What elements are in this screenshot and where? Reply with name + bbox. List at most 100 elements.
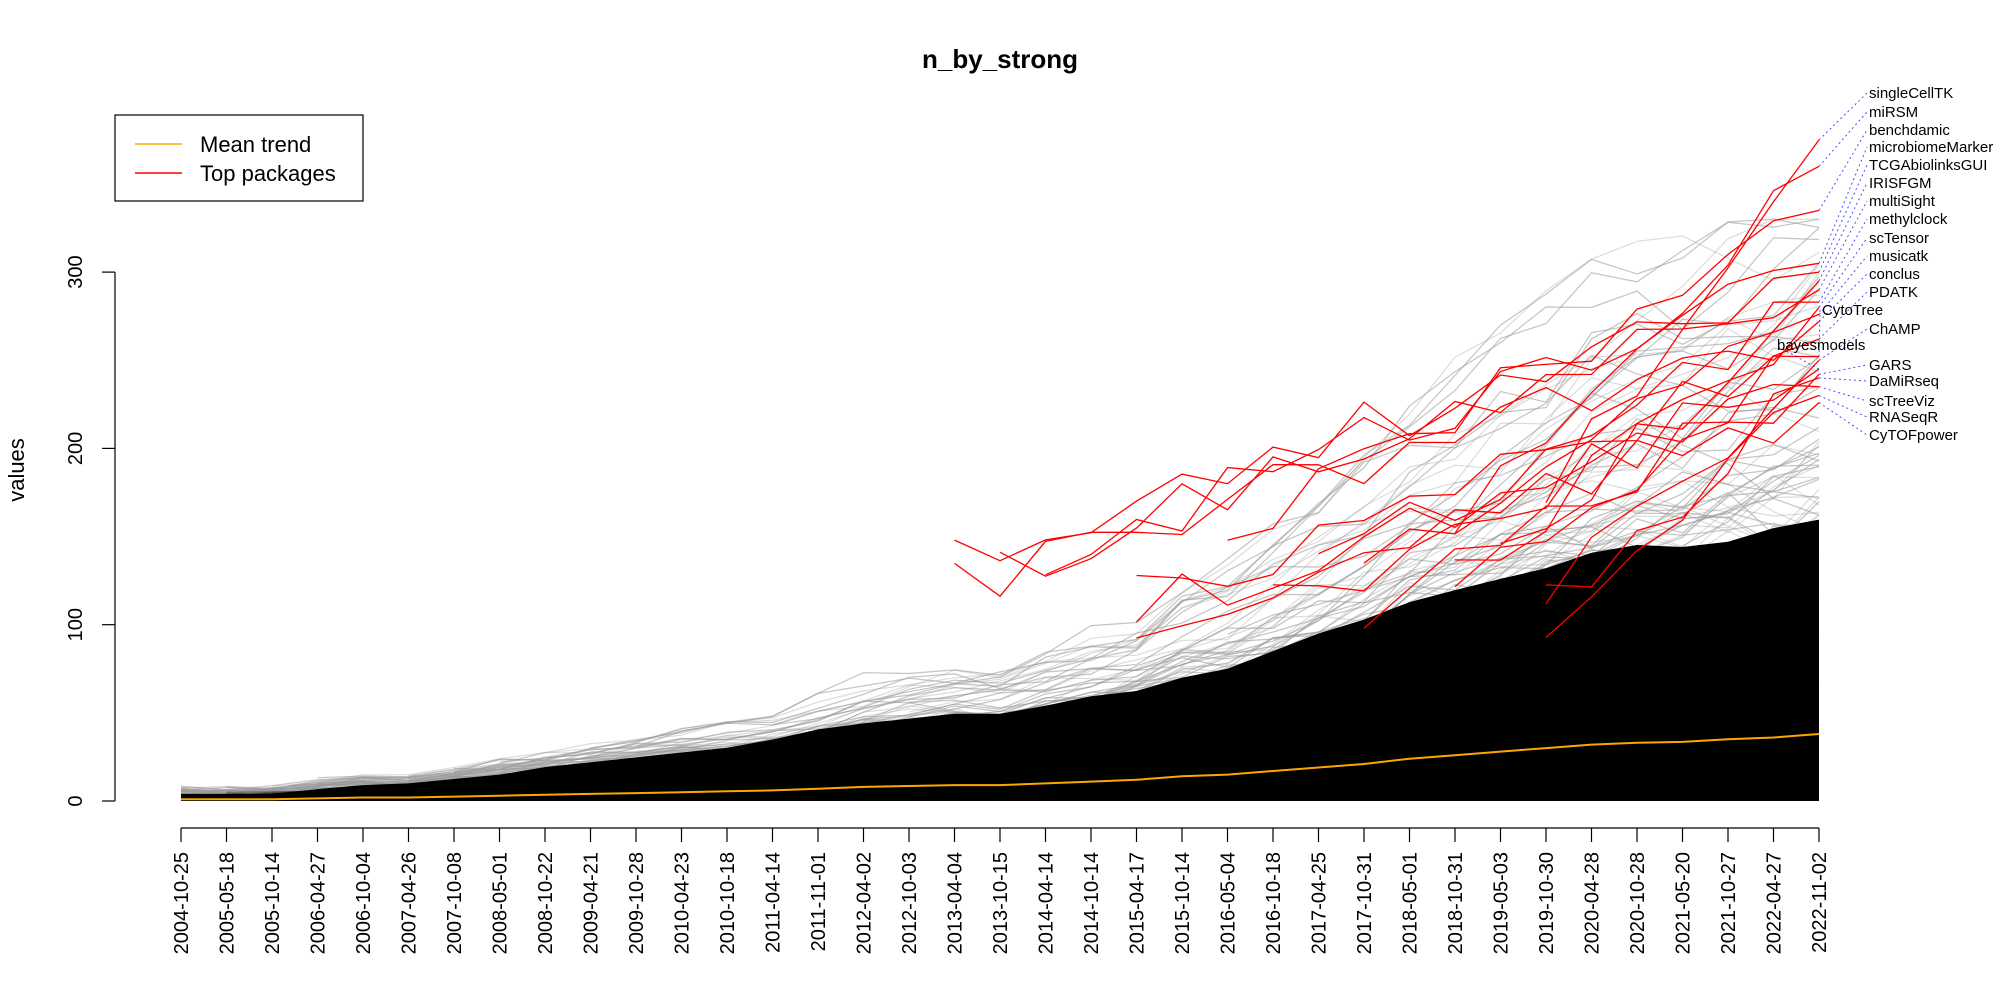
background-line xyxy=(681,347,1820,756)
background-line xyxy=(453,386,1820,773)
legend-label-top: Top packages xyxy=(200,161,336,186)
package-label: methylclock xyxy=(1869,211,1948,228)
y-axis: 0 100 200 300 xyxy=(65,255,116,807)
mean-trend-series xyxy=(181,733,1820,801)
x-tick-label: 2015-04-17 xyxy=(1127,852,1149,954)
top-package-line xyxy=(1454,338,1820,588)
package-label: ChAMP xyxy=(1869,321,1921,338)
x-tick-label: 2020-10-28 xyxy=(1627,852,1649,954)
background-line xyxy=(408,262,1820,777)
y-tick-label: 0 xyxy=(65,795,87,806)
x-tick-label: 2017-10-31 xyxy=(1354,852,1376,954)
top-package-line xyxy=(1545,377,1820,588)
background-line xyxy=(681,347,1820,756)
background-line xyxy=(772,218,1820,726)
background-line xyxy=(1227,491,1820,635)
background-density xyxy=(181,519,1819,801)
x-tick-label: 2007-04-26 xyxy=(399,852,421,954)
y-tick-label: 300 xyxy=(65,255,87,288)
background-line xyxy=(180,237,1820,791)
y-axis-label: values xyxy=(4,438,29,502)
background-line xyxy=(453,386,1820,773)
background-line xyxy=(317,354,1820,779)
label-connector xyxy=(1818,92,1868,141)
background-line xyxy=(180,294,1820,791)
top-package-line xyxy=(1500,280,1820,545)
background-line xyxy=(453,227,1820,770)
x-tick-label: 2013-04-04 xyxy=(945,852,967,954)
label-connector xyxy=(1774,344,1820,370)
package-label: benchdamic xyxy=(1869,122,1950,139)
background-line xyxy=(180,417,1820,792)
background-line xyxy=(408,526,1820,779)
package-label: DaMiRseq xyxy=(1869,373,1939,390)
top-package-line xyxy=(999,289,1820,577)
top-package-line xyxy=(1227,209,1820,541)
x-tick-label: 2011-11-01 xyxy=(808,852,830,951)
package-labels: singleCellTK miRSMbenchdamicmicrobiomeMar… xyxy=(1774,85,1993,444)
label-connector xyxy=(1818,377,1868,382)
background-line xyxy=(499,218,1820,763)
legend-box xyxy=(114,114,364,202)
top-package-line xyxy=(1136,383,1820,623)
x-tick-label: 2008-05-01 xyxy=(490,852,512,954)
package-label: PDATK xyxy=(1869,284,1918,301)
x-tick-label: 2015-10-14 xyxy=(1172,852,1194,954)
label-connector xyxy=(1818,291,1868,340)
package-label: multiSight xyxy=(1869,193,1936,210)
background-line xyxy=(271,276,1820,791)
x-tick-label: 2005-05-18 xyxy=(217,852,239,954)
package-label: scTreeViz xyxy=(1869,393,1935,410)
label-connector xyxy=(1818,364,1868,375)
package-label: conclus xyxy=(1869,266,1920,283)
package-label: musicatk xyxy=(1869,248,1929,265)
label-connector xyxy=(1818,129,1868,211)
x-tick-label: 2005-10-14 xyxy=(262,852,284,954)
x-tick-label: 2014-04-14 xyxy=(1036,852,1058,954)
top-package-line xyxy=(954,321,1820,598)
top-package-line xyxy=(954,271,1820,562)
package-label: RNASeqR xyxy=(1869,409,1938,426)
x-tick-label: 2019-10-30 xyxy=(1536,852,1558,954)
top-package-line xyxy=(1136,355,1820,587)
x-tick-label: 2018-05-01 xyxy=(1400,852,1422,954)
background-line xyxy=(863,446,1820,731)
background-line xyxy=(453,227,1820,770)
mean-trend-line xyxy=(181,733,1820,801)
background-line xyxy=(635,406,1820,748)
package-label: IRISFGM xyxy=(1869,175,1932,192)
label-connector xyxy=(1818,273,1868,322)
top-packages-series xyxy=(954,139,1820,639)
legend-label-mean: Mean trend xyxy=(200,132,311,157)
background-line xyxy=(408,526,1820,779)
label-connector xyxy=(1818,146,1868,264)
x-tick-label: 2013-10-15 xyxy=(990,852,1012,954)
x-tick-label: 2022-04-27 xyxy=(1764,852,1786,954)
background-line xyxy=(635,474,1820,754)
x-tick-label: 2012-10-03 xyxy=(899,852,921,954)
x-tick-label: 2009-10-28 xyxy=(626,852,648,954)
x-tick-label: 2011-04-14 xyxy=(763,852,785,953)
background-series xyxy=(180,218,1820,802)
top-package-line xyxy=(1272,368,1820,592)
background-line xyxy=(180,417,1820,792)
package-label: CytoTree xyxy=(1822,302,1883,319)
background-line xyxy=(908,264,1820,713)
x-tick-label: 2016-05-04 xyxy=(1218,852,1240,954)
top-package-line xyxy=(1136,402,1820,639)
label-connector xyxy=(1818,237,1868,308)
background-line xyxy=(544,385,1820,772)
label-connector xyxy=(1818,164,1868,273)
x-tick-label: 2006-04-27 xyxy=(308,852,330,954)
chart-title: n_by_strong xyxy=(922,44,1078,74)
background-line xyxy=(1227,491,1820,635)
background-line xyxy=(1181,327,1820,658)
label-connector xyxy=(1818,111,1868,167)
x-tick-label: 2009-04-21 xyxy=(581,852,603,954)
package-label: singleCellTK xyxy=(1869,85,1953,102)
background-line xyxy=(271,276,1820,791)
top-package-line xyxy=(1318,301,1820,555)
package-label: bayesmodels xyxy=(1777,337,1865,354)
background-line xyxy=(863,446,1820,731)
background-line xyxy=(180,317,1820,791)
